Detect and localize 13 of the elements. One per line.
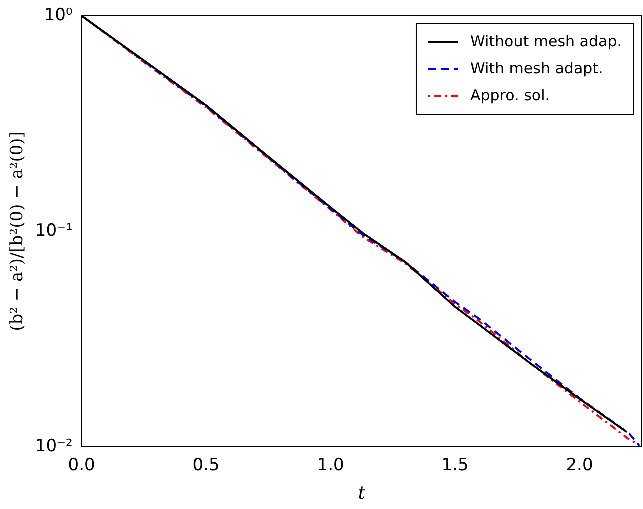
x-tick-label: 0.0 <box>68 456 96 476</box>
legend-label: With mesh adapt. <box>470 59 604 78</box>
y-tick-label: 10⁻² <box>35 436 73 456</box>
legend-label: Without mesh adap. <box>470 32 622 50</box>
y-axis-title: (b² − a²)/[b²(0) − a²(0)] <box>8 132 28 332</box>
x-tick-label: 0.5 <box>192 456 220 476</box>
y-tick-label: 10⁻¹ <box>35 220 73 241</box>
x-tick-label: 1.0 <box>317 456 344 476</box>
y-tick-label: 10⁰ <box>44 5 73 26</box>
x-tick-label: 1.5 <box>442 456 469 476</box>
x-tick-label: 2.0 <box>566 456 594 476</box>
x-axis-title: t <box>358 482 366 504</box>
legend-label: Appro. sol. <box>470 86 550 104</box>
